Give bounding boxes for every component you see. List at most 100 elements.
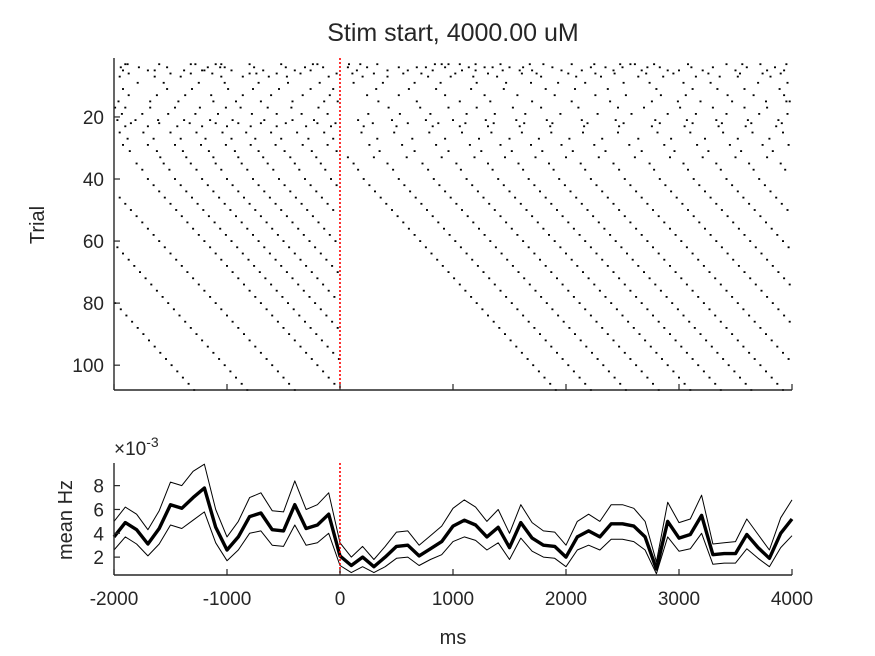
spike-mark	[522, 66, 525, 69]
spike-mark	[704, 227, 706, 230]
spike-mark	[141, 221, 144, 224]
spike-mark	[531, 215, 534, 218]
spike-mark	[167, 113, 170, 115]
spike-mark	[371, 122, 374, 125]
spike-mark	[584, 308, 587, 311]
spike-mark	[252, 234, 254, 236]
spike-mark	[235, 376, 237, 379]
spike-mark	[299, 258, 302, 261]
spike-mark	[643, 106, 645, 109]
spike-mark	[285, 75, 288, 78]
spike-mark	[578, 376, 581, 379]
spike-mark	[274, 144, 277, 146]
spike-mark	[197, 283, 200, 286]
spike-mark	[246, 227, 249, 230]
spike-mark	[293, 252, 296, 255]
spike-mark	[468, 144, 471, 146]
spike-mark	[604, 296, 607, 298]
spike-mark	[316, 277, 319, 280]
spike-mark	[169, 72, 172, 75]
spike-mark	[697, 296, 700, 298]
spike-mark	[473, 156, 476, 159]
spike-mark	[212, 100, 215, 103]
spike-mark	[502, 184, 505, 187]
spike-mark	[522, 314, 525, 317]
spike-mark	[230, 137, 233, 140]
spike-mark	[122, 88, 124, 90]
spike-mark	[540, 75, 543, 78]
spike-mark	[584, 168, 587, 171]
spike-mark	[765, 333, 767, 335]
spike-mark	[483, 94, 486, 97]
spike-mark	[376, 63, 379, 66]
spike-mark	[419, 106, 422, 109]
spike-mark	[578, 234, 581, 236]
spike-mark	[334, 122, 337, 125]
spike-mark	[255, 72, 258, 75]
spike-mark	[579, 339, 582, 342]
spike-mark	[326, 202, 329, 205]
spike-mark	[158, 122, 161, 125]
spike-mark	[691, 122, 694, 125]
spike-mark	[709, 234, 712, 236]
spike-mark	[518, 125, 521, 128]
spike-mark	[541, 150, 544, 152]
spike-mark	[725, 327, 728, 329]
spike-mark	[288, 246, 291, 249]
spike-mark	[218, 358, 221, 360]
spike-mark	[777, 119, 780, 121]
spike-mark	[645, 72, 648, 75]
spike-mark	[291, 119, 294, 121]
spike-mark	[293, 162, 296, 165]
spike-mark	[214, 162, 217, 165]
spike-mark	[691, 289, 694, 292]
spike-mark	[594, 72, 597, 75]
spike-mark	[646, 308, 649, 311]
spike-mark	[504, 333, 506, 335]
spike-mark	[409, 190, 412, 193]
spike-mark	[336, 327, 339, 329]
spike-mark	[447, 106, 450, 109]
raster-y-tick-label: 100	[72, 356, 104, 377]
spike-mark	[523, 122, 526, 125]
spike-mark	[640, 150, 643, 152]
spike-mark	[572, 227, 575, 230]
spike-mark	[714, 382, 717, 385]
spike-mark	[157, 119, 160, 121]
spike-mark	[483, 234, 486, 236]
spike-mark	[432, 178, 435, 180]
spike-mark	[637, 137, 640, 140]
spike-mark	[272, 168, 275, 171]
spike-mark	[246, 168, 249, 171]
spike-mark	[314, 246, 317, 249]
spike-mark	[308, 240, 311, 242]
spike-mark	[427, 75, 430, 78]
spike-mark	[438, 184, 441, 187]
spike-mark	[480, 150, 483, 152]
spike-mark	[745, 66, 748, 69]
spike-mark	[366, 94, 369, 97]
spike-mark	[283, 184, 286, 187]
x-tick-label: 1000	[432, 589, 474, 610]
spike-mark	[759, 215, 762, 218]
spike-mark	[207, 150, 210, 152]
rate-y-axis-label: mean Hz	[55, 480, 77, 560]
spike-mark	[779, 162, 782, 165]
spike-mark	[519, 202, 522, 205]
spike-mark	[259, 215, 262, 218]
spike-mark	[475, 81, 478, 84]
spike-mark	[377, 100, 380, 103]
spike-mark	[149, 100, 152, 103]
spike-mark	[699, 333, 702, 335]
spike-mark	[694, 113, 697, 115]
spike-mark	[405, 156, 408, 159]
spike-mark	[567, 364, 570, 367]
spike-mark	[129, 209, 132, 211]
spike-mark	[316, 122, 319, 125]
spike-mark	[678, 69, 680, 72]
spike-mark	[118, 196, 121, 199]
x-axis-label: ms	[440, 627, 467, 649]
spike-mark	[414, 196, 417, 199]
spike-mark	[206, 66, 209, 69]
spike-mark	[533, 327, 536, 329]
